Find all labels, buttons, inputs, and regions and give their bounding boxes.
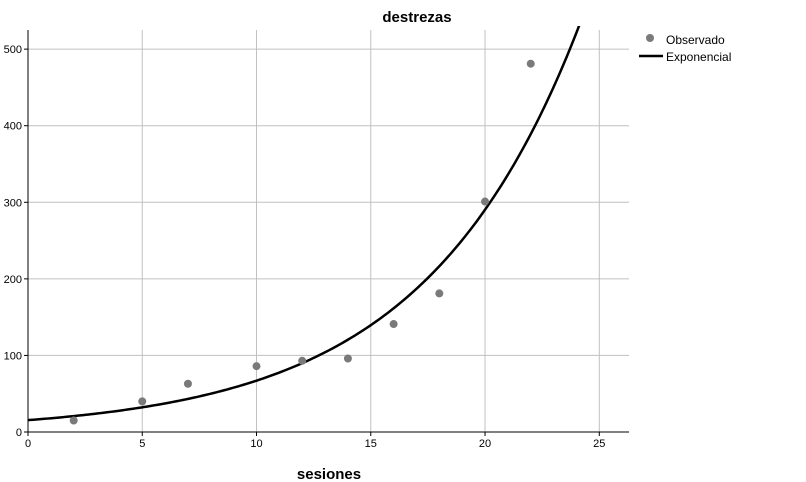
legend-label-observado: Observado bbox=[666, 33, 725, 47]
x-axis-label: sesiones bbox=[297, 466, 361, 482]
observado-point bbox=[389, 320, 398, 329]
axes bbox=[24, 30, 629, 436]
legend-marker-observado bbox=[646, 34, 654, 42]
observado-point bbox=[481, 197, 490, 206]
x-tick-label: 10 bbox=[250, 438, 262, 450]
grid bbox=[28, 30, 629, 432]
legend: Observado Exponencial bbox=[639, 33, 731, 64]
observado-point bbox=[298, 356, 307, 365]
x-tick-label: 5 bbox=[139, 438, 145, 450]
observado-point bbox=[183, 379, 192, 388]
y-tick-label: 100 bbox=[4, 350, 22, 362]
observado-point bbox=[526, 59, 535, 68]
observado-point bbox=[343, 354, 352, 363]
legend-label-exponencial: Exponencial bbox=[666, 50, 731, 64]
observed-points-layer bbox=[69, 59, 535, 425]
y-tick-label: 200 bbox=[4, 274, 22, 286]
y-tick-label: 0 bbox=[16, 427, 22, 439]
x-tick-label: 25 bbox=[593, 438, 605, 450]
observado-point bbox=[69, 416, 78, 425]
y-tick-label: 500 bbox=[4, 44, 22, 56]
observado-point bbox=[435, 289, 444, 298]
chart-title: destrezas bbox=[382, 9, 451, 26]
x-tick-labels: 0 5 10 15 20 25 bbox=[25, 438, 605, 450]
observado-point bbox=[138, 397, 147, 406]
x-tick-label: 0 bbox=[25, 438, 31, 450]
x-tick-label: 20 bbox=[479, 438, 491, 450]
y-tick-label: 400 bbox=[4, 121, 22, 133]
y-tick-label: 300 bbox=[4, 197, 22, 209]
x-tick-label: 15 bbox=[365, 438, 377, 450]
observado-point bbox=[252, 362, 261, 371]
y-tick-labels: 0 100 200 300 400 500 bbox=[4, 44, 22, 439]
